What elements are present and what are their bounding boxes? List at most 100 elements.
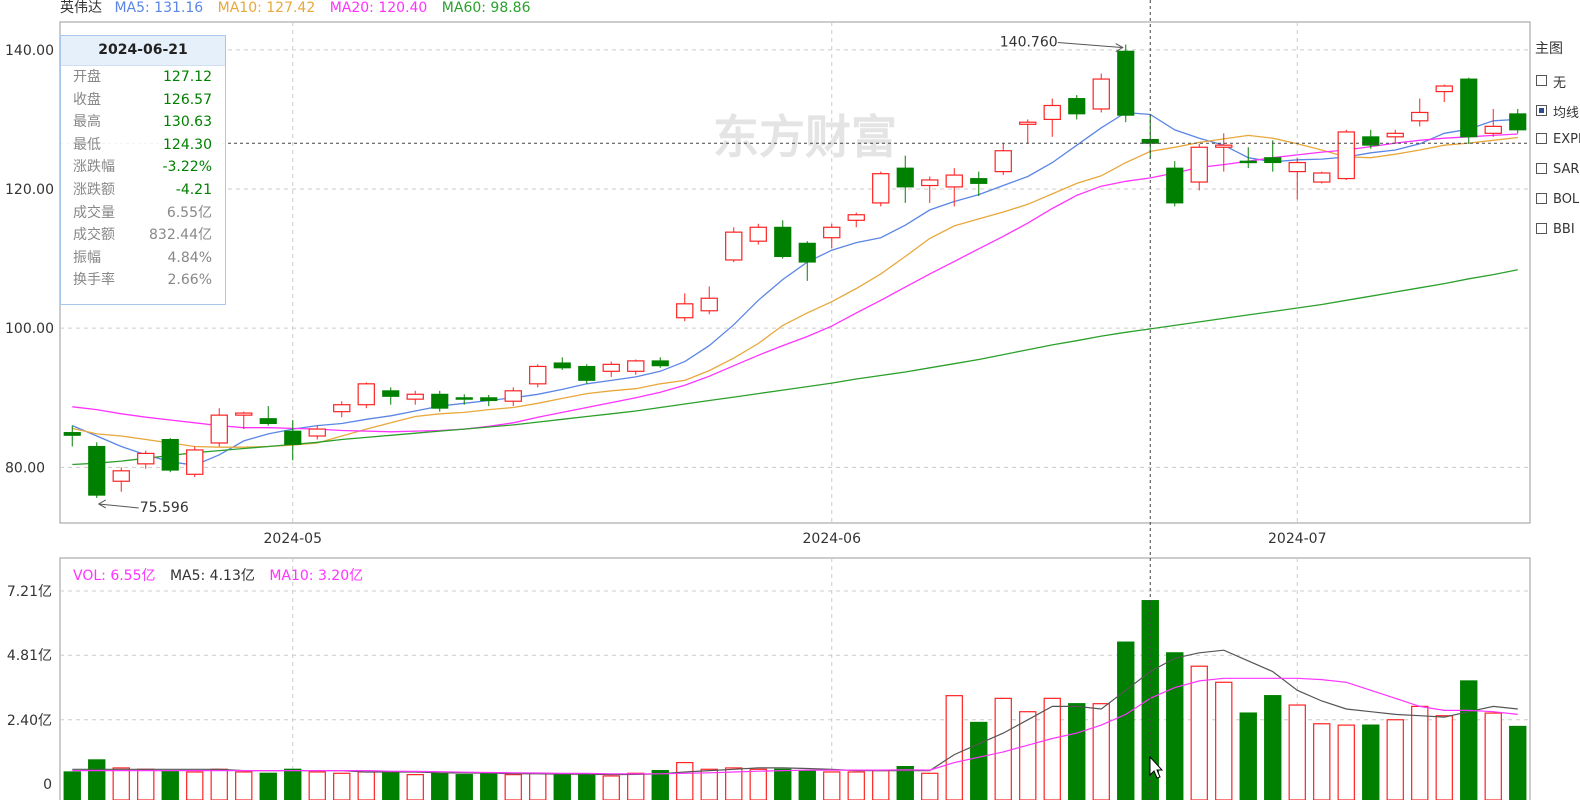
volume-bar-up [1215, 681, 1233, 801]
volume-bar-down [798, 770, 816, 801]
legend-ma5: MA5: 131.16 [114, 0, 204, 16]
indicator-option[interactable]: 均线 [1536, 102, 1580, 122]
tooltip-row: 成交量 6.55亿 [61, 202, 225, 225]
volume-bar-up [1190, 665, 1208, 801]
checkbox-icon[interactable] [1536, 223, 1547, 234]
tooltip-value: 832.44亿 [149, 227, 212, 244]
price-ma10-line [72, 134, 1518, 448]
tooltip-row: 收盘 126.57 [61, 89, 225, 112]
tooltip-rows: 开盘 127.12 收盘 126.57 最高 130.63 最低 124.30 涨跌幅 -3.22… [61, 66, 225, 292]
volume-bar-up [847, 771, 865, 801]
volume-bar-down [88, 759, 106, 801]
volume-bar-down [63, 771, 81, 801]
volume-bar-up [1337, 724, 1355, 801]
checkbox-icon[interactable] [1536, 163, 1547, 174]
volume-bar-up [994, 697, 1012, 801]
tooltip-label: 成交额 [73, 227, 115, 244]
tooltip-label: 最低 [73, 136, 101, 153]
indicator-option-label: BBI [1553, 222, 1575, 237]
volume-bar-up [406, 774, 424, 801]
candle-body-up [308, 428, 326, 437]
volume-bar-up [1288, 704, 1306, 801]
candle-body-up [1043, 104, 1061, 121]
volume-y-tick-label: 0 [43, 777, 52, 793]
candle-body-down [455, 397, 473, 400]
candle-body-down [259, 418, 277, 424]
x-tick-label: 2024-07 [1268, 531, 1327, 547]
volume-bar-up [676, 761, 694, 801]
price-panel-frame [59, 21, 1531, 524]
tooltip-value: 127.12 [163, 69, 212, 85]
tooltip-value: 124.30 [163, 136, 212, 153]
indicator-option-label: 均线 [1553, 106, 1580, 121]
volume-bar-down [382, 771, 400, 801]
volume-bar-down [1239, 712, 1257, 801]
candle-body-up [1019, 121, 1037, 125]
volume-y-tick-label: 4.81亿 [7, 648, 52, 664]
legend-ma60: MA60: 98.86 [441, 0, 531, 16]
candle-body-up [1215, 144, 1233, 148]
indicator-option[interactable]: BOLL [1536, 192, 1580, 212]
volume-bar-up [186, 771, 204, 801]
candle-body-down [896, 167, 914, 188]
indicator-option-label: BOLL [1553, 192, 1580, 207]
candle-body-up [406, 393, 424, 400]
legend-vol-ma10: MA10: 3.20亿 [269, 568, 364, 584]
candle-body-down [651, 360, 669, 367]
tooltip-label: 涨跌幅 [73, 159, 115, 176]
tooltip-row: 最低 124.30 [61, 134, 225, 157]
checkbox-icon[interactable] [1536, 75, 1547, 86]
volume-y-tick-label: 7.21亿 [7, 584, 52, 600]
volume-bar-up [945, 695, 963, 801]
volume-bar-down [1166, 652, 1184, 801]
candle-body-down [1509, 113, 1527, 131]
checkbox-icon[interactable] [1536, 133, 1547, 144]
volume-bar-up [1411, 705, 1429, 801]
candle-body-up [1337, 131, 1355, 180]
tooltip-row: 最高 130.63 [61, 111, 225, 134]
candle-body-up [504, 390, 522, 402]
indicator-option[interactable]: BBI [1536, 222, 1580, 242]
low-price-annotation: 75.596 [140, 500, 189, 516]
legend-ma20: MA20: 120.40 [329, 0, 428, 16]
tooltip-date: 2024-06-21 [61, 36, 225, 66]
tooltip-label: 涨跌额 [73, 181, 115, 198]
checkbox-icon[interactable] [1536, 193, 1547, 204]
indicator-option[interactable]: EXPMA [1536, 132, 1580, 152]
indicator-option[interactable]: 无 [1536, 72, 1580, 92]
volume-bar-up [700, 768, 718, 801]
checkbox-checked-icon[interactable] [1536, 105, 1547, 116]
tooltip-value: 130.63 [163, 114, 212, 131]
candle-body-up [1386, 132, 1404, 138]
candle-body-up [1484, 125, 1502, 134]
indicator-panel: 主图 无均线 EXPMA SAR BOLL BBI [1535, 36, 1580, 266]
candle-body-down [284, 430, 302, 445]
tooltip-row: 开盘 127.12 [61, 66, 225, 89]
candle-body-up [1092, 78, 1110, 110]
candle-body-up [210, 414, 228, 444]
price-ma60-line [72, 269, 1518, 466]
indicator-option-label: EXPMA [1553, 132, 1580, 147]
indicator-option[interactable]: SAR [1536, 162, 1580, 182]
volume-bar-up [1313, 723, 1331, 801]
candle-body-down [63, 432, 81, 436]
candle-body-up [921, 179, 939, 187]
volume-bar-up [921, 772, 939, 801]
indicator-option-label: 无 [1553, 76, 1567, 91]
volume-ma10-line [72, 677, 1518, 775]
volume-bar-down [1362, 724, 1380, 801]
price-y-tick-label: 80.00 [5, 460, 45, 476]
tooltip-label: 成交量 [73, 204, 115, 221]
candle-body-up [235, 412, 253, 416]
volume-bar-up [1092, 703, 1110, 801]
candle-body-down [88, 445, 106, 496]
candle-body-up [676, 303, 694, 319]
low-annotation-arrowhead [97, 499, 106, 509]
candle-body-up [137, 452, 155, 465]
watermark-text: 东方财富 [713, 110, 897, 164]
tooltip-value: 126.57 [163, 91, 212, 108]
candle-body-up [112, 470, 130, 482]
volume-bar-down [259, 772, 277, 801]
